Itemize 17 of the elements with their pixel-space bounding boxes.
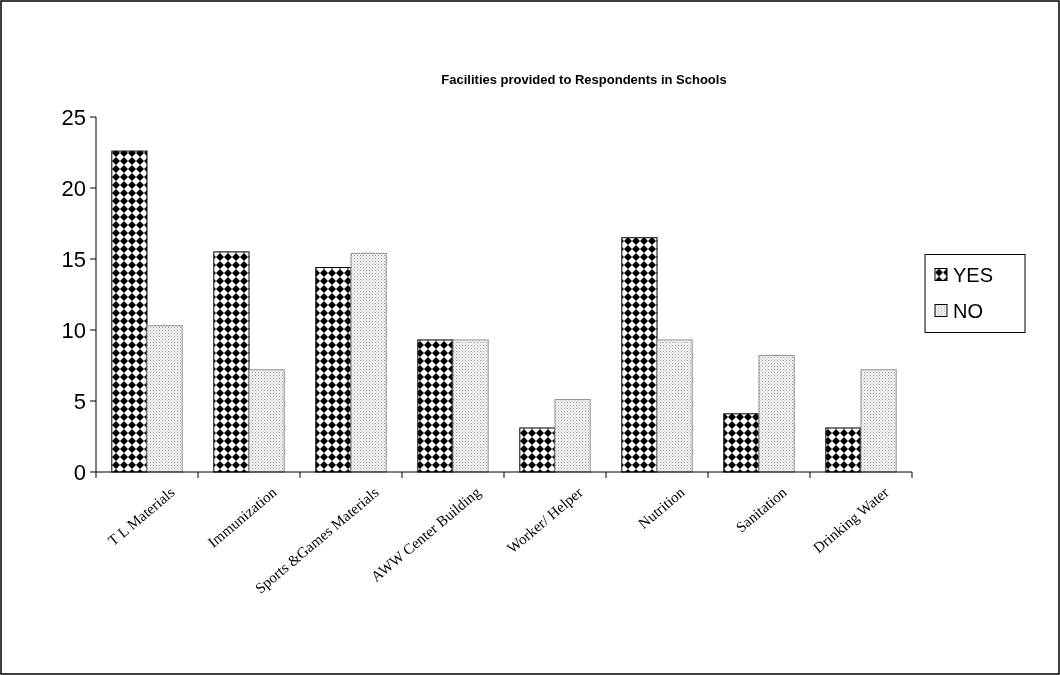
y-tick-label: 25 bbox=[61, 104, 86, 130]
y-tick-label: 15 bbox=[61, 246, 86, 272]
y-tick-label: 0 bbox=[73, 459, 86, 485]
bar bbox=[860, 369, 897, 473]
bar bbox=[758, 355, 795, 473]
bar bbox=[146, 325, 183, 473]
bar bbox=[248, 369, 285, 473]
y-tick-label: 20 bbox=[61, 175, 86, 201]
legend-label: NO bbox=[953, 299, 983, 322]
y-tick-label: 5 bbox=[73, 388, 86, 414]
bar bbox=[554, 399, 591, 473]
bar bbox=[656, 339, 693, 473]
chart-title: Facilities provided to Respondents in Schools bbox=[441, 72, 727, 87]
legend-label: YES bbox=[953, 263, 994, 286]
bar bbox=[452, 339, 489, 473]
y-tick-label: 10 bbox=[61, 317, 86, 343]
bar bbox=[350, 252, 387, 473]
